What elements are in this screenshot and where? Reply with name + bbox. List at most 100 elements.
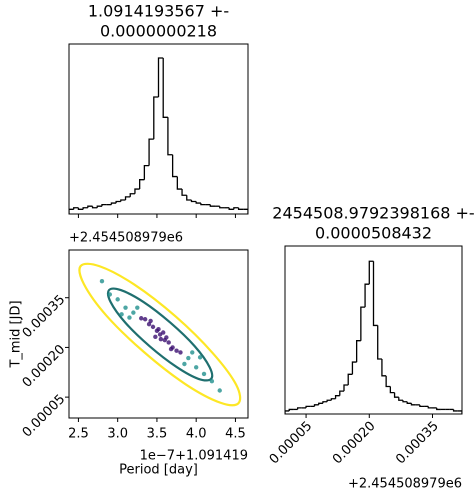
histogram-step xyxy=(334,395,340,399)
histogram-step xyxy=(115,200,121,204)
histogram-step xyxy=(153,96,159,140)
sample-point xyxy=(186,355,191,361)
histogram-step xyxy=(148,138,154,166)
histogram-step xyxy=(110,202,117,205)
plot-area xyxy=(69,57,248,214)
histogram-step xyxy=(101,203,107,207)
histogram-step xyxy=(398,397,403,401)
histogram-step xyxy=(305,405,311,408)
histogram-step xyxy=(87,205,93,208)
sample-point xyxy=(197,355,203,360)
histogram-step xyxy=(124,196,131,200)
sample-point xyxy=(139,316,144,321)
histogram-step xyxy=(347,373,353,385)
plot-area xyxy=(285,260,462,414)
sample-point xyxy=(217,388,222,393)
sample-point xyxy=(190,350,195,355)
sample-point xyxy=(193,365,199,370)
sample-point xyxy=(107,292,113,297)
histogram-step xyxy=(402,400,408,403)
sample-point xyxy=(201,371,207,377)
histogram-step xyxy=(339,390,344,396)
plot-area xyxy=(78,262,242,407)
y-tick-label: 0.00005 xyxy=(20,392,69,441)
histogram-step xyxy=(436,407,441,411)
panel-title: 1.0914193567 +- xyxy=(88,2,229,21)
y-tick-label: 0.00035 xyxy=(20,292,69,341)
histogram-step xyxy=(322,401,328,404)
histogram-step xyxy=(452,409,458,412)
histogram-step xyxy=(372,261,378,327)
sample-point xyxy=(174,348,179,353)
histogram-step xyxy=(410,403,416,406)
y-offset-text: +2.454508979e6 xyxy=(69,231,183,246)
histogram-step xyxy=(368,260,374,285)
histogram-step xyxy=(195,201,201,204)
histogram-step xyxy=(143,165,150,180)
histogram-step xyxy=(190,199,197,203)
sample-point xyxy=(123,305,128,310)
histogram-step xyxy=(381,359,387,377)
histogram-step xyxy=(91,206,98,209)
panel-title: 2454508.9792398168 +- xyxy=(272,204,474,223)
sample-point xyxy=(119,312,124,317)
histogram-step xyxy=(318,402,323,405)
histogram-step xyxy=(176,176,183,190)
histogram-step xyxy=(330,398,336,401)
histogram-step xyxy=(167,117,173,156)
y-tick-label: 0.00020 xyxy=(20,342,69,391)
histogram-step xyxy=(219,206,225,209)
histogram-step xyxy=(139,179,145,190)
histogram-step xyxy=(186,195,192,201)
histogram-step xyxy=(237,207,244,210)
histogram-step xyxy=(343,384,349,392)
sample-point xyxy=(156,326,161,332)
sample-point xyxy=(150,324,156,330)
x-tick-label: 0.00020 xyxy=(330,419,379,468)
sample-point xyxy=(146,322,152,327)
histogram-step xyxy=(82,207,88,210)
sample-point xyxy=(142,317,148,322)
x-offset-text: +2.454508979e6 xyxy=(348,477,462,492)
sample-point xyxy=(148,318,153,324)
x-tick-label: 4.0 xyxy=(186,427,207,442)
histogram-step xyxy=(69,208,74,214)
histogram-step xyxy=(296,407,302,410)
x-axis-label: Period [day] xyxy=(119,463,198,478)
sample-point xyxy=(178,350,183,355)
sample-point xyxy=(158,336,164,342)
sample-point xyxy=(131,310,136,315)
x-tick-label: 0.00005 xyxy=(267,419,316,468)
x-tick-label: 3.0 xyxy=(107,427,128,442)
histogram-step xyxy=(355,340,361,363)
x-tick-label: 0.00035 xyxy=(393,419,442,468)
sample-point xyxy=(127,315,132,320)
histogram-step xyxy=(157,57,164,98)
sample-point xyxy=(99,278,105,284)
panel-title: 0.0000000218 xyxy=(100,22,217,41)
x-tick-label: 2.5 xyxy=(68,427,89,442)
histogram-step xyxy=(200,203,206,206)
panel: 1.0914193567 +-0.0000000218 xyxy=(68,2,249,218)
histogram-step xyxy=(209,204,216,207)
histogram-step xyxy=(285,410,290,414)
histogram-step xyxy=(360,306,366,341)
histogram-step xyxy=(326,399,332,402)
x-offset-text: 1e−7+1.091419 xyxy=(140,449,248,464)
sample-point xyxy=(157,332,163,337)
contour xyxy=(78,262,242,407)
histogram-step xyxy=(389,386,395,394)
sample-point xyxy=(135,305,140,310)
x-tick-label: 3.5 xyxy=(147,427,168,442)
sample-point xyxy=(182,361,187,367)
histogram-step xyxy=(427,406,433,409)
sample-point xyxy=(161,330,166,335)
histogram-step xyxy=(129,193,135,197)
histogram-step xyxy=(73,207,79,210)
histogram-step xyxy=(134,188,140,194)
sample-point xyxy=(164,335,169,340)
panel: 0.00005 0.00020 0.00035 2454508.9792398168 … xyxy=(267,204,474,492)
panel-title: 0.0000508432 xyxy=(315,224,432,243)
histogram-step xyxy=(233,207,239,210)
